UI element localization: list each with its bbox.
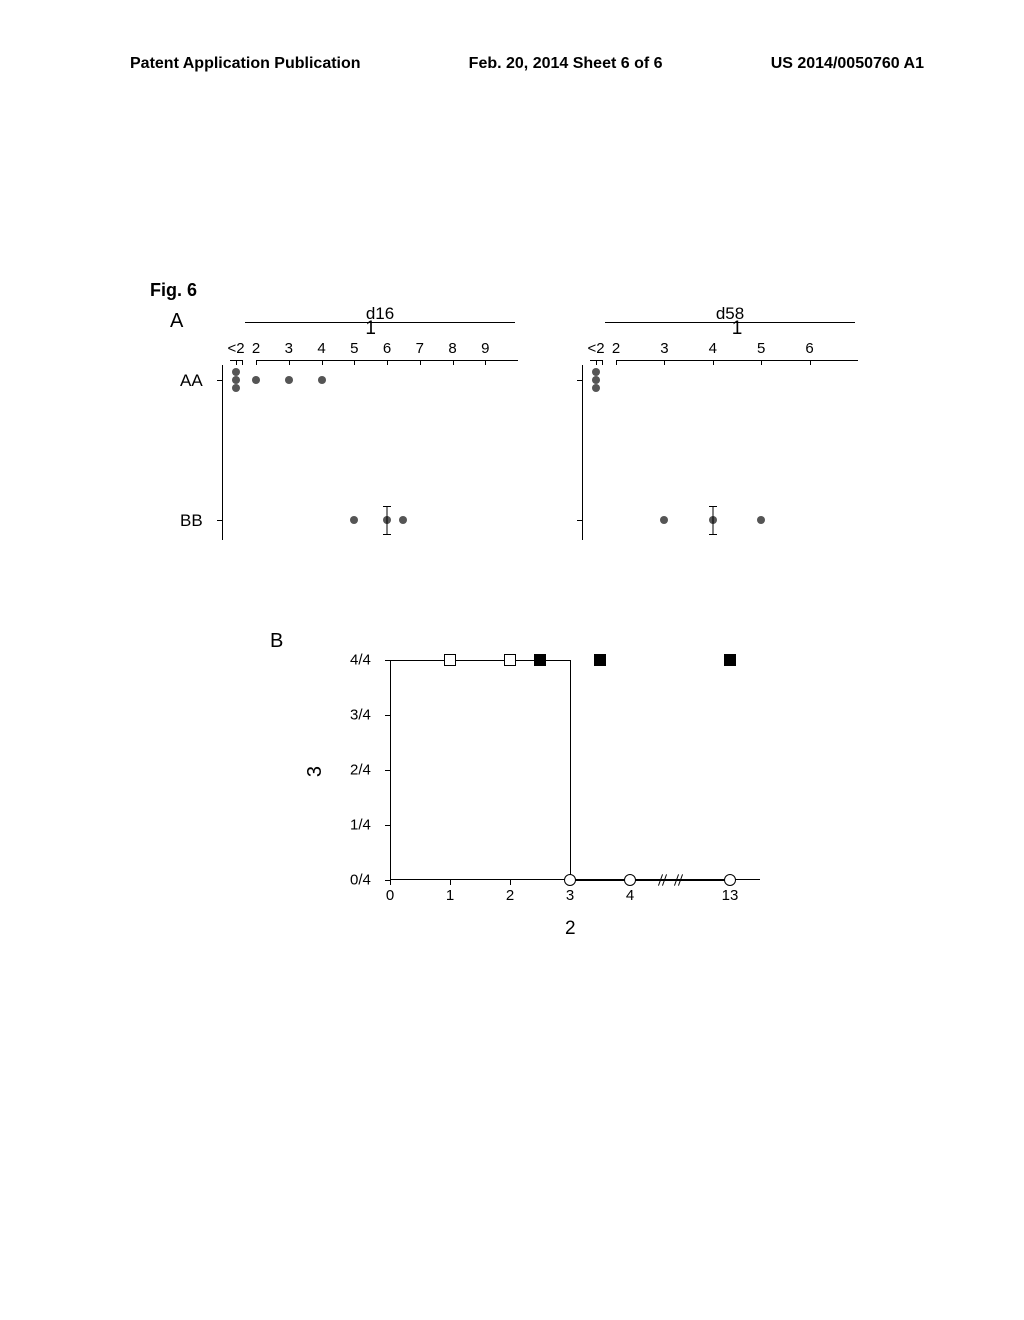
ref-marker: 1 [365,318,376,340]
data-point [285,376,293,384]
x-tick-label: <2 [227,340,244,357]
x-tick-label: 7 [416,340,424,357]
data-point [660,516,668,524]
figure-label: Fig. 6 [150,280,910,301]
y-tick-label: 0/4 [350,872,371,889]
x-tick-label: 3 [660,340,668,357]
panel-b-wrap: B 3 0/41/42/43/44/40123413 2 [270,630,790,950]
data-point [757,516,765,524]
data-point [592,384,600,392]
data-marker [444,654,456,666]
figure-6: Fig. 6 A d16<2234567891d58<2234561AABB B… [150,280,910,315]
x-tick-label: 8 [448,340,456,357]
x-tick-label: 4 [626,887,634,904]
data-point [252,376,260,384]
data-point [592,368,600,376]
x-tick-label: 13 [722,887,739,904]
x-tick-label: 0 [386,887,394,904]
x-tick-label: 6 [383,340,391,357]
header-right: US 2014/0050760 A1 [771,55,924,73]
data-point [399,516,407,524]
header-left: Patent Application Publication [130,55,361,73]
x-tick-label: 3 [566,887,574,904]
subplot-title: d58 [590,304,870,324]
y-category-label: AA [180,371,203,391]
x-tick-label: 9 [481,340,489,357]
x-tick-label: 3 [285,340,293,357]
data-point [592,376,600,384]
ref-marker: 1 [732,318,743,340]
y-tick-label: 3/4 [350,707,371,724]
data-marker [724,654,736,666]
y-tick-label: 4/4 [350,652,371,669]
data-marker [504,654,516,666]
panel-a-chart: d16<2234567891d58<2234561AABB [150,310,910,610]
x-tick-label: 6 [805,340,813,357]
data-marker [594,654,606,666]
page-header: Patent Application Publication Feb. 20, … [0,0,1024,73]
data-point [318,376,326,384]
panel-b-xlabel: 2 [565,918,576,940]
data-point [232,376,240,384]
data-marker [624,874,636,886]
panel-b-ylabel: 3 [304,766,327,777]
x-tick-label: 5 [757,340,765,357]
header-center: Feb. 20, 2014 Sheet 6 of 6 [469,55,663,73]
x-tick-label: <2 [587,340,604,357]
x-tick-label: 2 [252,340,260,357]
panel-b-label: B [270,630,283,653]
x-tick-label: 2 [612,340,620,357]
data-point [350,516,358,524]
data-marker [564,874,576,886]
x-tick-label: 4 [709,340,717,357]
subplot-d58: d58<2234561 [590,310,870,570]
x-tick-label: 5 [350,340,358,357]
y-tick-label: 1/4 [350,817,371,834]
subplot-title: d16 [230,304,530,324]
subplot-d16: d16<2234567891 [230,310,530,570]
data-point [232,368,240,376]
data-marker [724,874,736,886]
panel-b-chart: 0/41/42/43/44/40123413 [390,660,760,880]
y-category-label: BB [180,511,203,531]
y-tick-label: 2/4 [350,762,371,779]
data-marker [534,654,546,666]
data-point [232,384,240,392]
x-tick-label: 4 [317,340,325,357]
x-tick-label: 2 [506,887,514,904]
x-tick-label: 1 [446,887,454,904]
